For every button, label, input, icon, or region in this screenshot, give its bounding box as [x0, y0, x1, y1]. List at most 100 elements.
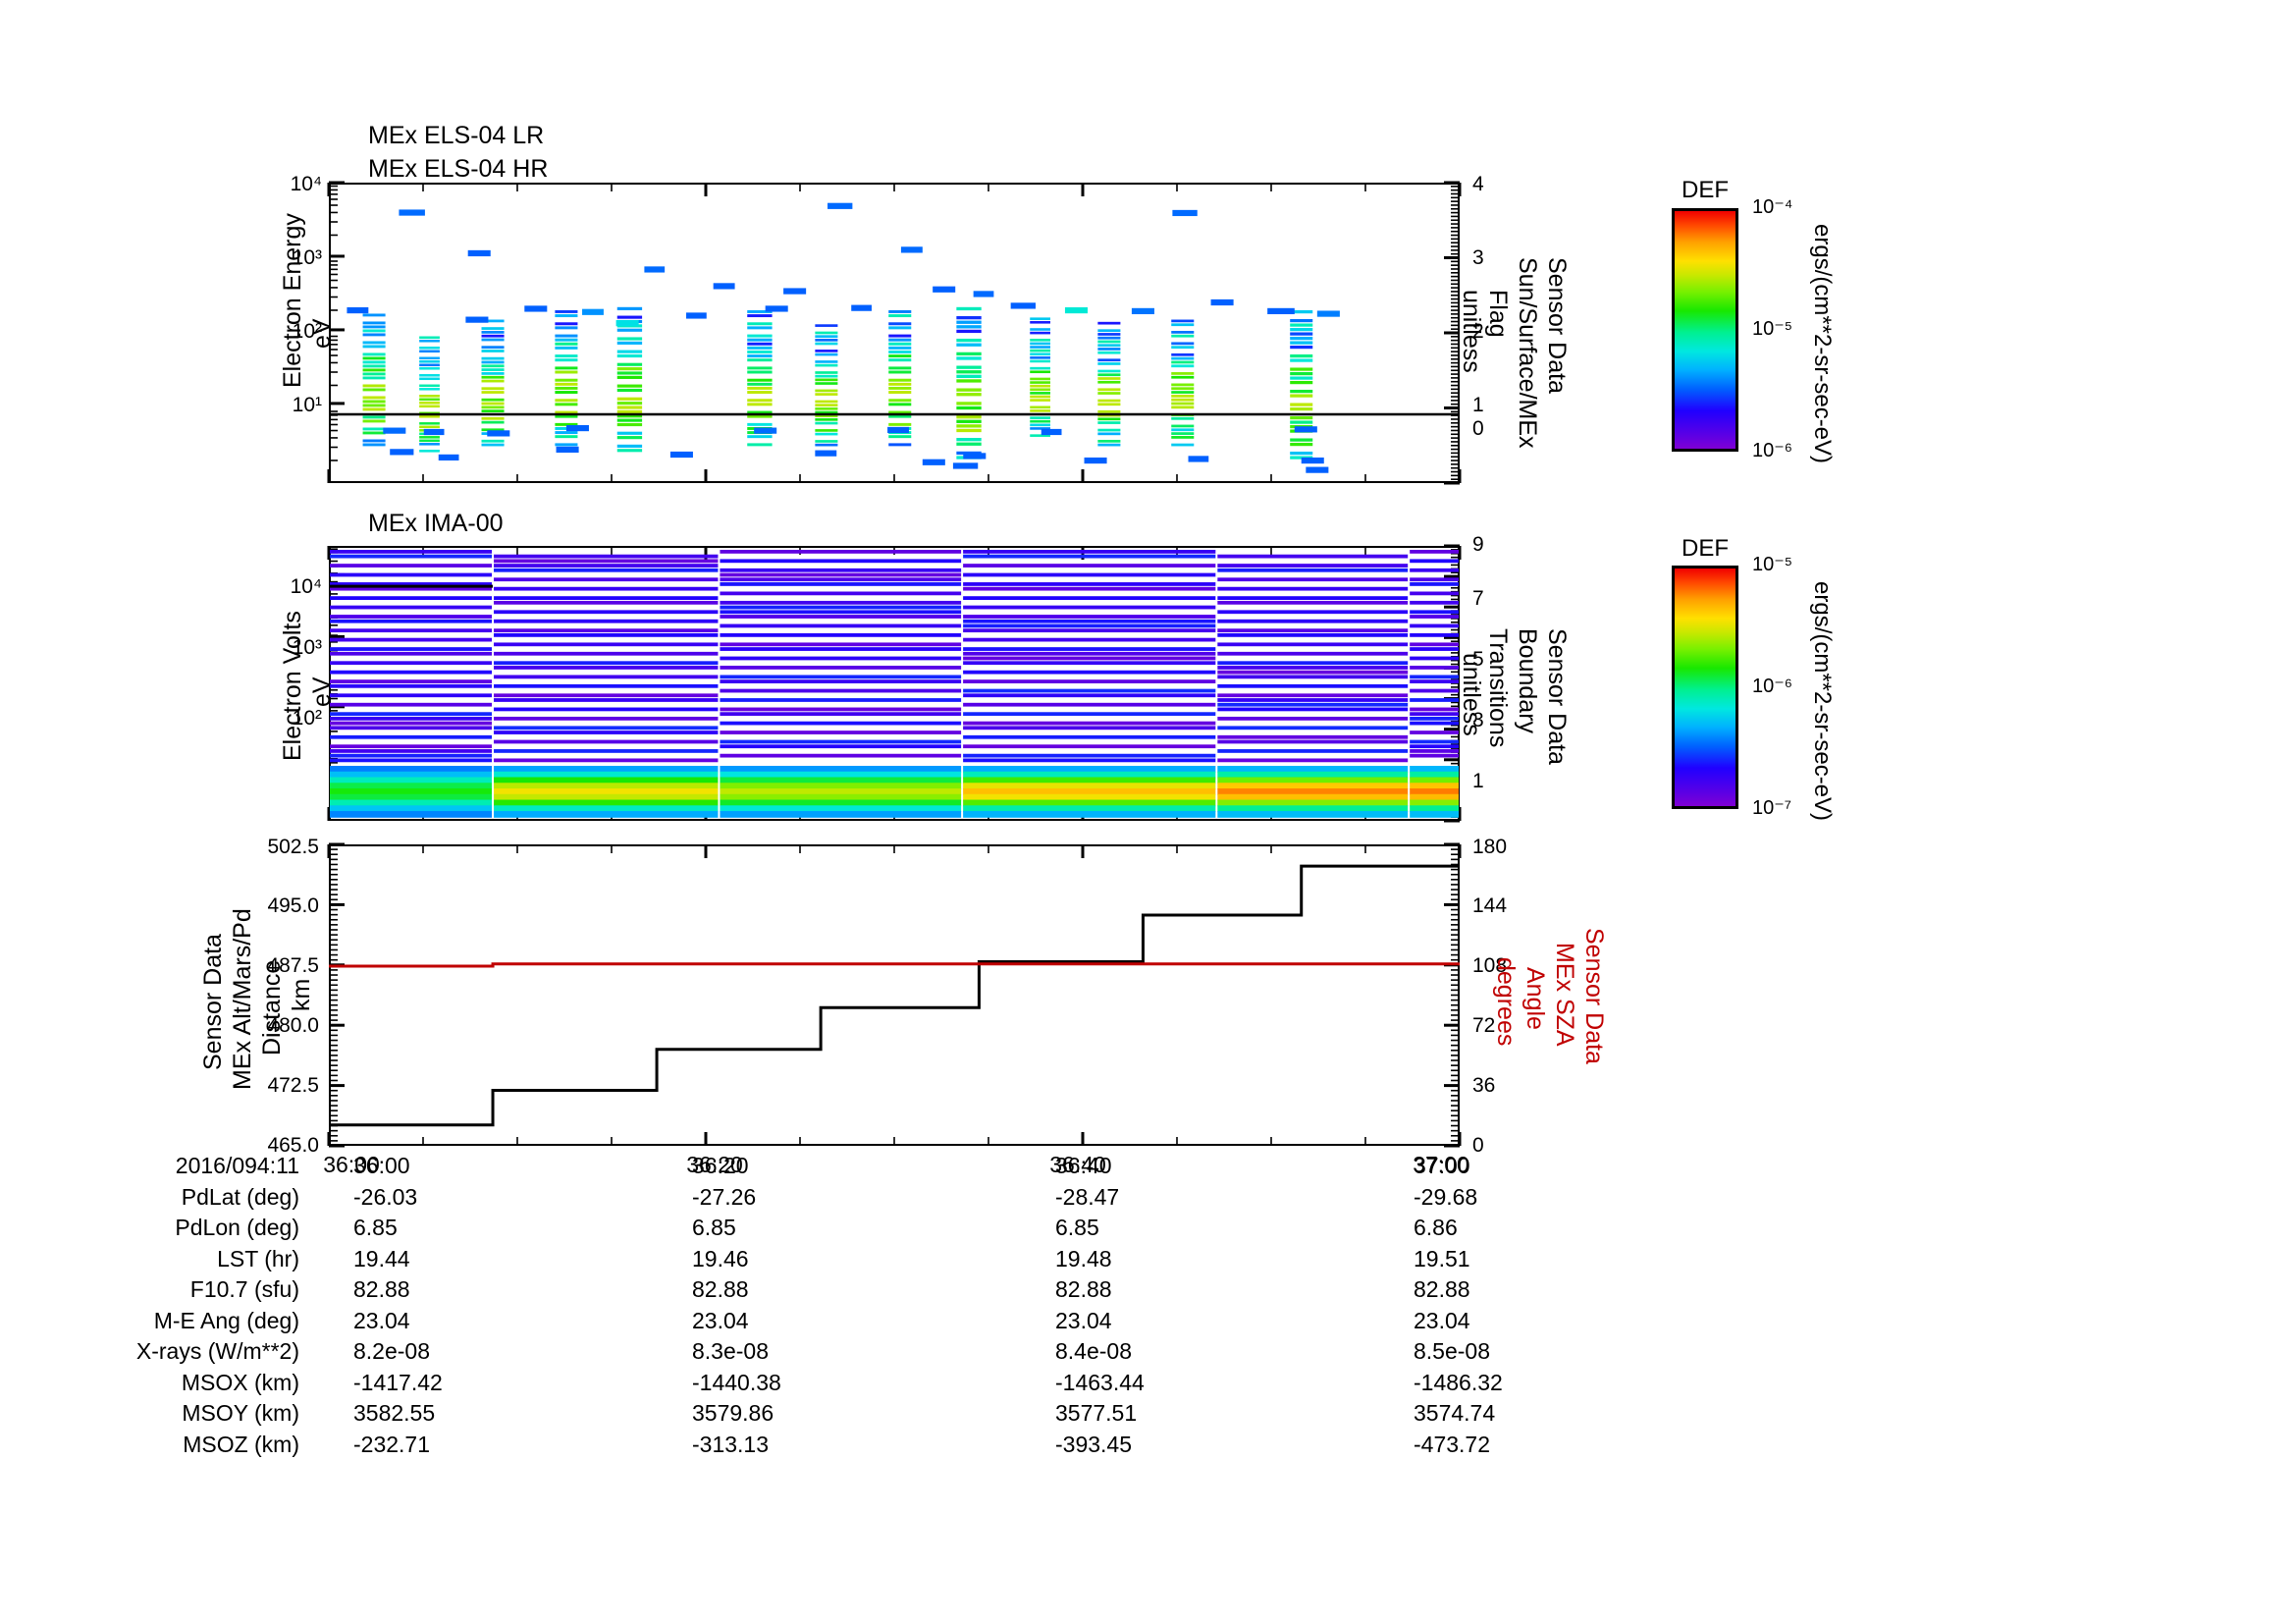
table-cell: -1463.44 [1055, 1369, 1145, 1395]
panel3-ylabel-right-line2: MEx SZA [1551, 943, 1578, 1047]
panel2-ylabel-right-line1: Sensor Data [1543, 628, 1571, 765]
panel2-ytick-1e2: 10² [292, 707, 322, 730]
panel2-right-ytick-9: 9 [1472, 533, 1484, 556]
panel2-right-ytick-3: 3 [1472, 709, 1484, 731]
table-cell: 82.88 [692, 1276, 749, 1302]
table-cell: 82.88 [1414, 1276, 1470, 1302]
table-row-label: MSOY (km) [182, 1400, 299, 1426]
table-cell: 82.88 [1055, 1276, 1112, 1302]
panel2-ylabel-left-line1: Electron Volts [279, 611, 306, 761]
table-cell: 6.85 [1055, 1215, 1099, 1240]
table-cell: -393.45 [1055, 1431, 1133, 1457]
xtick-3600: 36:00 [323, 1152, 380, 1177]
colorbar-2-min-label: 10⁻⁷ [1752, 797, 1792, 819]
panel3-right-ytick-144: 144 [1472, 894, 1508, 917]
colorbar-2-units: ergs/(cm**2-sr-sec-eV) [1809, 581, 1836, 822]
panel1-right-ytick-4: 4 [1472, 173, 1484, 195]
panel1-ytick-1e3: 10³ [292, 246, 322, 269]
table-cell: 8.5e-08 [1414, 1338, 1491, 1364]
table-cell: 6.85 [353, 1215, 398, 1240]
panel1-right-ytick-3: 3 [1472, 246, 1484, 269]
panel3-right-ytick-0: 0 [1472, 1134, 1484, 1157]
panel3-right-ytick-36: 36 [1472, 1074, 1496, 1097]
table-cell: 19.48 [1055, 1245, 1112, 1271]
panel3-ytick-495: 495.0 [267, 894, 319, 917]
xtick-3700: 37:00 [1413, 1152, 1469, 1177]
panel3-right-ytick-72: 72 [1472, 1014, 1496, 1037]
panel2-ylabel-right-line3: Transitions [1484, 628, 1512, 748]
panel1-right-ytick-2: 2 [1472, 320, 1484, 343]
table-row-label: PdLat (deg) [181, 1183, 299, 1210]
panel1-ytick-1e1: 10¹ [292, 394, 322, 416]
panel3-ytick-472: 472.5 [267, 1074, 319, 1097]
table-cell: 3579.86 [692, 1400, 774, 1426]
xtick-3620: 36:20 [686, 1152, 743, 1177]
panel3-ylabel-right-line1: Sensor Data [1580, 928, 1608, 1064]
table-row-label: MSOX (km) [181, 1369, 299, 1395]
panel1-ylabel-right-line4: unitless [1458, 290, 1485, 373]
table-cell: 3582.55 [353, 1400, 436, 1426]
colorbar-2-max-label: 10⁻⁵ [1752, 554, 1793, 575]
table-cell: 23.04 [353, 1307, 410, 1333]
panel1-right-ytick-0: 0 [1472, 417, 1484, 440]
table-row-label: 2016/094:11 [175, 1153, 299, 1178]
panel1-right-ytick-1: 1 [1472, 394, 1484, 416]
table-row-label: M-E Ang (deg) [153, 1307, 299, 1333]
panel3-ylabel-right-line4: degrees [1492, 957, 1520, 1047]
panel1-ylabel-right-line1: Sensor Data [1543, 257, 1571, 394]
panel2-ylabel-left-line2: eV [308, 676, 336, 707]
table-cell: -28.47 [1055, 1183, 1120, 1210]
panel3-ytick-465: 465.0 [267, 1134, 319, 1157]
panel2-right-ytick-5: 5 [1472, 648, 1484, 671]
table-cell: 3574.74 [1414, 1400, 1496, 1426]
table-cell: 36:20 [692, 1153, 749, 1178]
panel1-ytick-1e2: 10² [292, 320, 322, 343]
colorbar-2-title: DEF [1682, 535, 1729, 562]
panel3-ytick-487: 487.5 [267, 954, 319, 977]
panel3-right-ytick-180: 180 [1472, 836, 1508, 858]
panel1-title-hr: MEx ELS-04 HR [368, 155, 549, 183]
panel3-ytick-480: 480.0 [267, 1014, 319, 1037]
table-cell: -1486.32 [1414, 1369, 1503, 1395]
table-cell: -313.13 [692, 1431, 770, 1457]
colorbar-1-title: DEF [1682, 177, 1729, 203]
table-cell: 8.2e-08 [353, 1338, 431, 1364]
panel-ima-spectrogram [329, 546, 1460, 821]
table-cell: 19.46 [692, 1245, 749, 1271]
panel3-ylabel-left-line4: km [288, 978, 315, 1011]
colorbar-1-min-label: 10⁻⁶ [1752, 440, 1793, 461]
table-cell: 19.44 [353, 1245, 410, 1271]
table-cell: -1417.42 [353, 1369, 443, 1395]
panel-altitude-sza [329, 844, 1460, 1146]
panel1-ylabel-left-line1: Electron Energy [279, 213, 306, 388]
table-cell: 6.86 [1414, 1215, 1458, 1240]
panel2-ytick-1e3: 10³ [292, 636, 322, 659]
table-cell: 23.04 [1414, 1307, 1470, 1333]
table-cell: -27.26 [692, 1183, 757, 1210]
table-row-label: X-rays (W/m**2) [135, 1338, 299, 1364]
panel-els-spectrogram [329, 183, 1460, 483]
colorbar-2 [1672, 566, 1738, 809]
panel1-ylabel-right-line2: Sun/Surface/MEx [1514, 257, 1541, 449]
table-cell: -29.68 [1414, 1183, 1478, 1210]
colorbar-1 [1672, 208, 1738, 452]
panel2-right-ytick-1: 1 [1472, 770, 1484, 792]
table-cell: 82.88 [353, 1276, 410, 1302]
colorbar-1-units: ergs/(cm**2-sr-sec-eV) [1809, 224, 1836, 464]
panel3-right-ytick-108: 108 [1472, 954, 1508, 977]
xtick-3640: 36:40 [1049, 1152, 1106, 1177]
table-row-label: MSOZ (km) [183, 1431, 299, 1457]
panel1-ytick-1e4: 10⁴ [290, 173, 322, 195]
panel2-right-ytick-7: 7 [1472, 587, 1484, 610]
panel1-ylabel-right-line3: Flag [1484, 290, 1512, 338]
table-cell: -1440.38 [692, 1369, 781, 1395]
panel2-ylabel-right-line4: unitless [1458, 653, 1485, 736]
table-row-label: PdLon (deg) [175, 1215, 299, 1240]
table-cell: 23.04 [1055, 1307, 1112, 1333]
table-cell: 6.85 [692, 1215, 736, 1240]
table-cell: -232.71 [353, 1431, 431, 1457]
panel2-ytick-1e4: 10⁴ [290, 575, 322, 598]
table-cell: 19.51 [1414, 1245, 1470, 1271]
colorbar-1-max-label: 10⁻⁴ [1752, 196, 1793, 218]
table-row-label: F10.7 (sfu) [189, 1276, 299, 1302]
